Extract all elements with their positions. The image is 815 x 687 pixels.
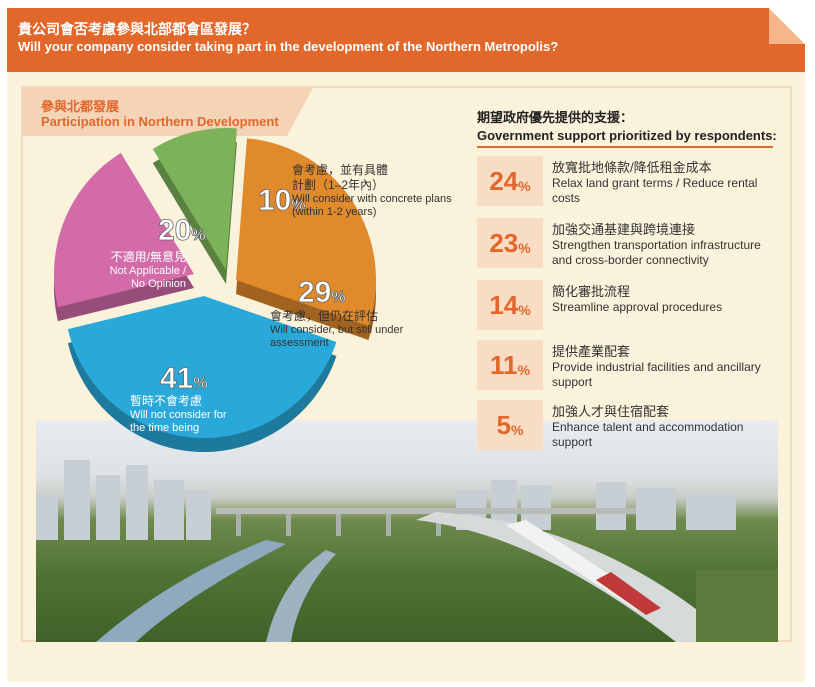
header-title-en: Will your company consider taking part i…	[18, 39, 559, 54]
pie-slice-29	[236, 138, 376, 326]
folded-corner-icon	[769, 8, 805, 44]
pie-slice-20	[53, 152, 194, 308]
support-item: 24% 放寬批地條款/降低租金成本 Relax land grant terms…	[477, 156, 777, 206]
support-text: 提供產業配套 Provide industrial facilities and…	[552, 344, 777, 390]
slice-label-zh: 暫時不會考慮	[130, 394, 203, 408]
support-text: 簡化審批流程 Streamline approval procedures	[552, 284, 777, 315]
support-title-en: Government support prioritized by respon…	[477, 128, 777, 143]
support-pct-value: 23	[489, 227, 519, 258]
slice-label-zh: 計劃（1–2年內）	[292, 178, 385, 192]
support-text: 加強人才與住宿配套 Enhance talent and accommodati…	[552, 404, 777, 450]
support-pct-unit: %	[517, 362, 530, 378]
support-label-en: Provide industrial facilities and ancill…	[552, 360, 761, 389]
support-label-en: Strengthen transportation infrastructure…	[552, 238, 761, 267]
slice-label-zh: 會考慮，並有具體	[292, 163, 389, 177]
slice-label-en: Not Applicable /	[109, 265, 186, 277]
pie-pct-label-41: 41%	[160, 362, 208, 395]
support-item: 23% 加強交通基建與跨境連接 Strengthen transportatio…	[477, 218, 777, 268]
support-label-zh: 放寬批地條款/降低租金成本	[552, 160, 712, 175]
pie-slice-10	[152, 128, 237, 270]
support-pct-unit: %	[511, 422, 524, 438]
slice-label-en: No Opinion	[130, 278, 186, 290]
pie-pct-label-29: 29%	[298, 276, 346, 309]
support-label-en: Relax land grant terms / Reduce rental c…	[552, 176, 758, 205]
slice-label-en: Will consider with concrete plans	[292, 193, 452, 205]
section-title-en: Participation in Northern Development	[41, 114, 279, 129]
pie-pct-label-10: 10%	[258, 184, 306, 217]
support-pct-value: 24	[489, 165, 519, 196]
support-pct-unit: %	[518, 178, 531, 194]
slice-label-29: 會考慮，但仍在評估 Will consider, but still under…	[270, 309, 403, 350]
support-title-zh: 期望政府優先提供的支援：	[477, 110, 634, 125]
support-label-en: Enhance talent and accommodation support	[552, 420, 744, 449]
pie-slice-41	[67, 296, 337, 438]
support-pct-unit: %	[518, 240, 531, 256]
section-title-zh: 參與北都發展	[41, 99, 120, 114]
pie-pct-label-20: 20%	[158, 214, 206, 247]
slice-label-en: the time being	[130, 422, 200, 434]
support-pct-box: 24%	[477, 156, 543, 206]
northern-metropolis-photo	[36, 420, 778, 642]
support-pct-box: 11%	[477, 340, 543, 390]
support-pct-box: 14%	[477, 280, 543, 330]
support-title: 期望政府優先提供的支援： Government support prioriti…	[477, 109, 777, 145]
support-pct-value: 5	[496, 409, 511, 440]
photo-scene	[36, 460, 778, 642]
support-text: 加強交通基建與跨境連接 Strengthen transportation in…	[552, 222, 777, 268]
support-text: 放寬批地條款/降低租金成本 Relax land grant terms / R…	[552, 160, 777, 206]
support-pct-value: 11	[490, 349, 518, 380]
header-banner: 貴公司會否考慮參與北部都會區發展？ Will your company cons…	[7, 8, 805, 72]
slice-label-en: (within 1-2 years)	[292, 206, 377, 218]
slice-label-20: 不適用/無意見 Not Applicable / No Opinion	[104, 250, 186, 291]
support-label-zh: 加強人才與住宿配套	[552, 404, 670, 419]
header-title-zh: 貴公司會否考慮參與北部都會區發展？	[18, 21, 256, 37]
support-label-zh: 加強交通基建與跨境連接	[552, 222, 696, 237]
support-pct-box: 5%	[477, 400, 543, 450]
slice-label-en: assessment	[270, 337, 329, 349]
slice-label-41: 暫時不會考慮 Will not consider for the time be…	[130, 394, 227, 435]
support-pct-value: 14	[489, 289, 519, 320]
slice-label-zh: 不適用/無意見	[110, 250, 186, 264]
support-label-zh: 簡化審批流程	[552, 284, 631, 299]
support-divider	[477, 146, 773, 148]
section-tab: 參與北都發展 Participation in Northern Develop…	[23, 88, 313, 136]
support-label-en: Streamline approval procedures	[552, 300, 723, 314]
support-pct-unit: %	[518, 302, 531, 318]
slice-label-zh: 會考慮，但仍在評估	[270, 309, 379, 323]
slice-label-en: Will not consider for	[130, 409, 227, 421]
slice-label-10: 會考慮，並有具體 計劃（1–2年內） Will consider with co…	[292, 163, 452, 219]
support-item: 5% 加強人才與住宿配套 Enhance talent and accommod…	[477, 400, 777, 450]
support-item: 14% 簡化審批流程 Streamline approval procedure…	[477, 280, 777, 330]
slice-label-en: Will consider, but still under	[270, 324, 404, 336]
support-label-zh: 提供產業配套	[552, 344, 631, 359]
support-pct-box: 23%	[477, 218, 543, 268]
support-item: 11% 提供產業配套 Provide industrial facilities…	[477, 340, 777, 390]
